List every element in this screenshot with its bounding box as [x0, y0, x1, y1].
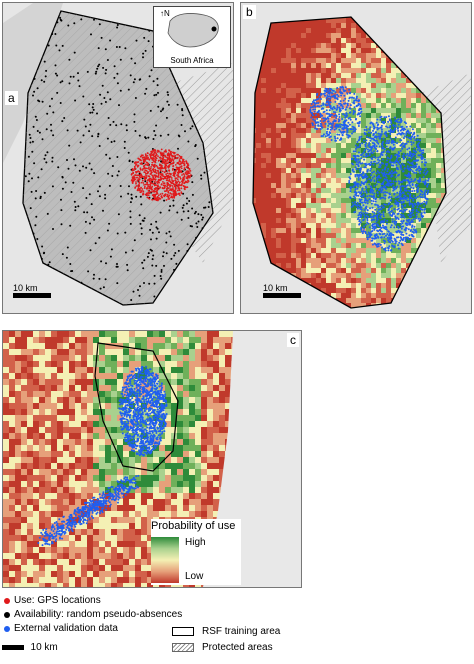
probability-legend-title: Probability of use: [151, 520, 236, 532]
black-dot-icon: [4, 612, 10, 618]
legend: Use: GPS locations Availability: random …: [2, 594, 182, 653]
red-dot-icon: [4, 598, 10, 604]
map-panel-a: a ↑N South Africa 10 km: [2, 2, 234, 314]
point-layer: [24, 16, 211, 301]
scale-label-a: 10 km: [13, 283, 38, 293]
legend-training-area: RSF training area: [172, 624, 280, 640]
panel-b-map: [241, 3, 471, 313]
probability-high-label: High: [185, 537, 206, 548]
north-arrow: ↑N: [160, 9, 170, 18]
south-africa-locator-map: [167, 13, 219, 48]
scale-bar-a: 10 km: [13, 283, 51, 298]
locator-inset: ↑N South Africa: [153, 6, 231, 68]
panel-letter-a: a: [5, 91, 18, 105]
legend-protected: Protected areas: [172, 640, 280, 656]
scale-label-b: 10 km: [263, 283, 288, 293]
hatch-swatch-icon: [172, 643, 194, 652]
blue-dot-icon: [4, 626, 10, 632]
scale-bar-c: 10 km: [2, 642, 182, 653]
map-panel-b: b 10 km: [240, 2, 472, 314]
scale-bar-b: 10 km: [263, 283, 301, 298]
map-panel-c: c Probability of use High Low: [2, 330, 302, 588]
probability-low-label: Low: [185, 571, 204, 582]
legend-use: Use: GPS locations: [2, 594, 182, 608]
rsf-training-area: [252, 16, 447, 309]
scale-label-c: 10 km: [30, 642, 58, 653]
legend-availability: Availability: random pseudo-absences: [2, 608, 182, 622]
probability-gradient: [151, 537, 179, 583]
legend-validation: External validation data: [2, 622, 182, 636]
panel-letter-b: b: [243, 5, 256, 19]
probability-legend: Probability of use High Low: [151, 519, 241, 585]
panel-letter-c: c: [287, 333, 299, 347]
outline-swatch-icon: [172, 627, 194, 636]
protected-area-overlay: [23, 11, 213, 305]
rsf-training-area: [94, 342, 179, 472]
inset-country-label: South Africa: [170, 56, 214, 65]
validation-points: [37, 365, 168, 547]
legend-areas: RSF training area Protected areas: [172, 624, 280, 656]
